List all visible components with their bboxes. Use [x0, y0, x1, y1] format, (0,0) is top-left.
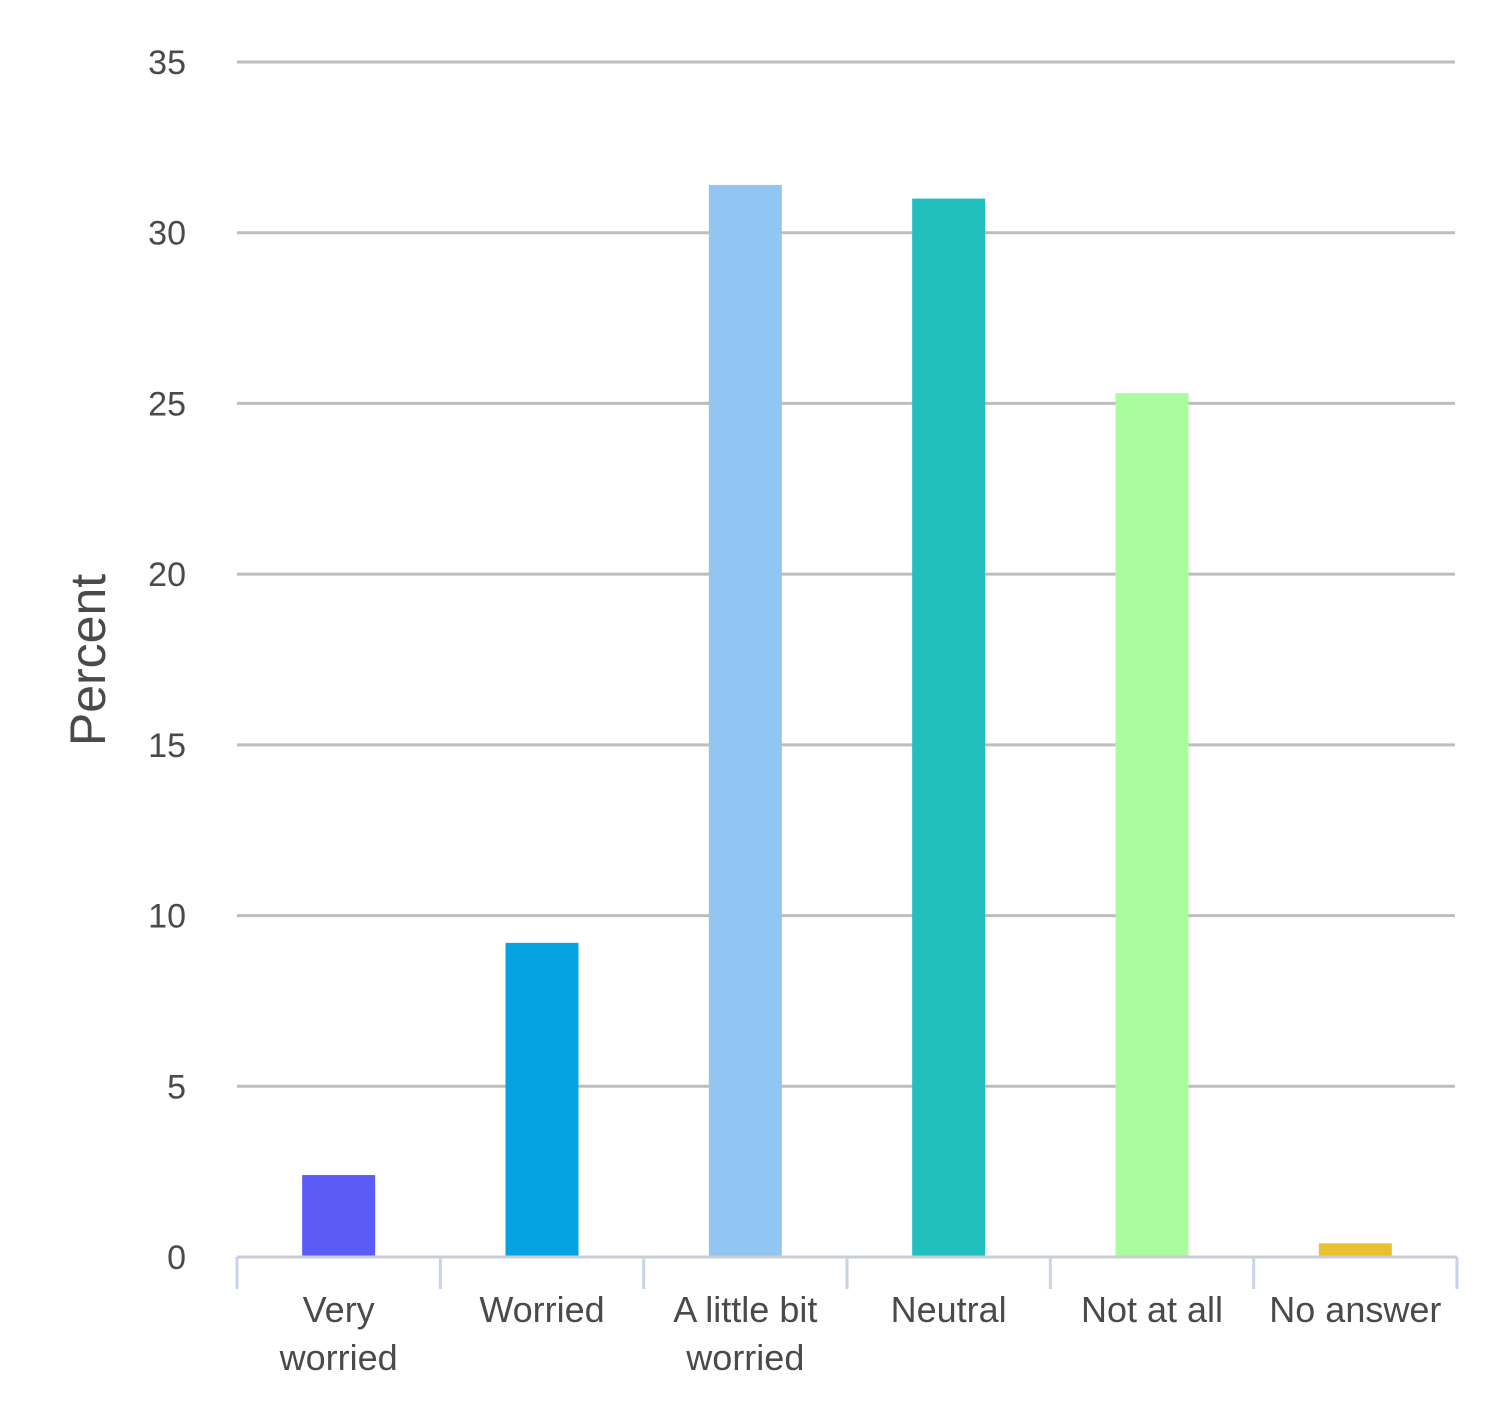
bar	[505, 942, 579, 1257]
x-tick-label-line: Very	[303, 1289, 375, 1330]
gridlines	[237, 60, 1455, 1088]
x-axis	[235, 1255, 1459, 1289]
x-tick-label: Worried	[479, 1289, 604, 1330]
x-tick-label-line: Not at all	[1081, 1289, 1223, 1330]
bar	[708, 184, 782, 1257]
y-axis-tick-labels: 0 5 10 15 20 25 30 35	[148, 44, 186, 1277]
x-tick-label-line: Neutral	[891, 1289, 1007, 1330]
y-tick-label: 0	[167, 1239, 186, 1277]
y-tick-label: 30	[148, 215, 186, 253]
y-tick-label: 5	[167, 1068, 186, 1106]
x-tick-label-line: Worried	[479, 1289, 604, 1330]
x-axis-tick-labels: Very worried Worried A little bit worried Neu…	[279, 1289, 1442, 1378]
bar	[302, 1175, 376, 1257]
y-tick-label: 15	[148, 727, 186, 765]
y-axis-title: Percent	[60, 574, 116, 746]
x-tick-label: Not at all	[1081, 1289, 1223, 1330]
y-tick-label: 10	[148, 898, 186, 936]
y-tick-label: 20	[148, 556, 186, 594]
x-tick-label: No answer	[1269, 1289, 1441, 1330]
bars	[302, 184, 1392, 1258]
x-tick-label-line: worried	[685, 1337, 804, 1378]
bar	[912, 198, 986, 1258]
x-tick-label: A little bit worried	[673, 1289, 817, 1378]
x-tick-label-line: worried	[279, 1337, 398, 1378]
x-tick-label-line: No answer	[1269, 1289, 1441, 1330]
x-tick-label: Very worried	[279, 1289, 398, 1378]
bar	[1115, 393, 1189, 1258]
bar	[1318, 1243, 1392, 1257]
y-tick-label: 25	[148, 385, 186, 423]
x-tick-label: Neutral	[891, 1289, 1007, 1330]
y-tick-label: 35	[148, 44, 186, 82]
x-tick-label-line: A little bit	[673, 1289, 817, 1330]
